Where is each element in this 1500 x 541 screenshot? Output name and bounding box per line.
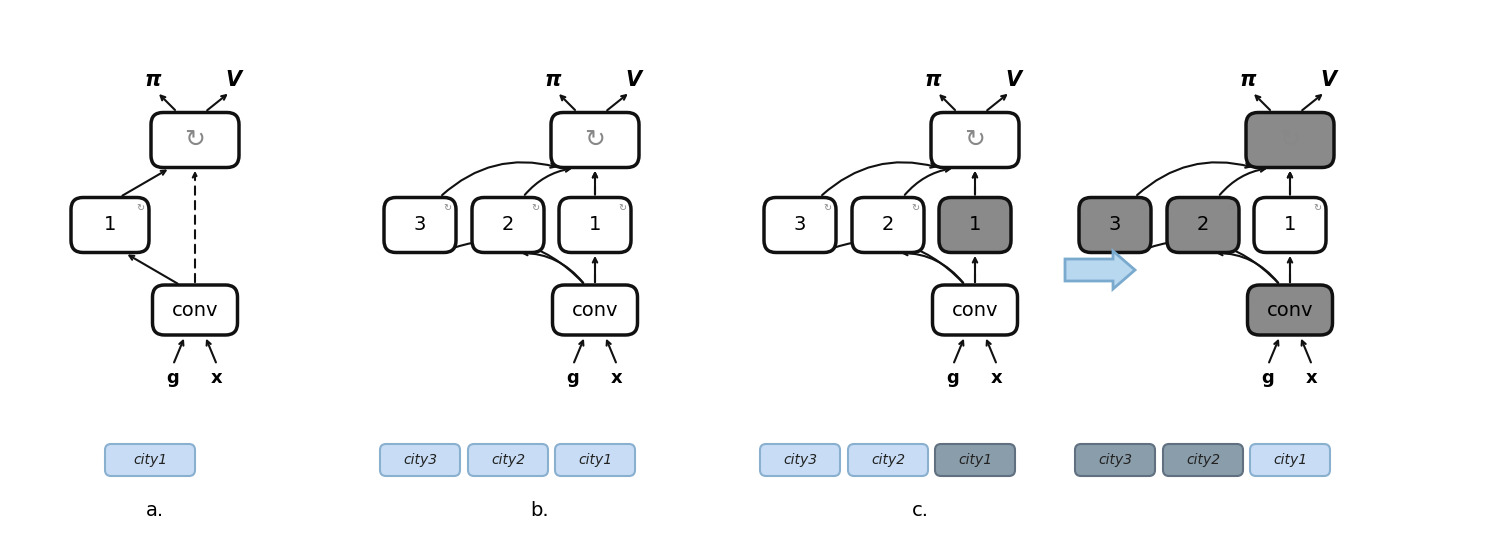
FancyBboxPatch shape — [555, 444, 634, 476]
FancyBboxPatch shape — [105, 444, 195, 476]
FancyBboxPatch shape — [1076, 444, 1155, 476]
Text: $\boldsymbol{V}$: $\boldsymbol{V}$ — [1320, 70, 1340, 90]
Text: g: g — [946, 369, 960, 387]
Text: conv: conv — [572, 300, 618, 320]
Text: ↻: ↻ — [1226, 203, 1234, 214]
Text: 2: 2 — [1197, 215, 1209, 234]
Text: ↻: ↻ — [585, 128, 606, 152]
Text: ↻: ↻ — [964, 128, 986, 152]
Text: city3: city3 — [783, 453, 818, 467]
FancyBboxPatch shape — [1167, 197, 1239, 253]
Text: 1: 1 — [1284, 215, 1296, 234]
Text: city2: city2 — [871, 453, 904, 467]
Text: ↻: ↻ — [531, 203, 538, 214]
FancyBboxPatch shape — [552, 285, 638, 335]
Text: ↻: ↻ — [184, 128, 206, 152]
Text: x: x — [211, 369, 223, 387]
Text: city3: city3 — [1098, 453, 1132, 467]
Text: b.: b. — [531, 500, 549, 519]
FancyBboxPatch shape — [1078, 197, 1150, 253]
Text: 1: 1 — [104, 215, 116, 234]
Text: conv: conv — [171, 300, 219, 320]
Text: c.: c. — [912, 500, 928, 519]
FancyArrow shape — [1065, 251, 1136, 289]
Text: $\boldsymbol{\pi}$: $\boldsymbol{\pi}$ — [1239, 70, 1257, 90]
Text: g: g — [1262, 369, 1275, 387]
Text: g: g — [166, 369, 180, 387]
Text: city1: city1 — [958, 453, 992, 467]
FancyBboxPatch shape — [550, 113, 639, 168]
Text: ↻: ↻ — [998, 203, 1006, 214]
FancyBboxPatch shape — [934, 444, 1016, 476]
FancyBboxPatch shape — [472, 197, 544, 253]
FancyBboxPatch shape — [1250, 444, 1330, 476]
FancyBboxPatch shape — [1254, 197, 1326, 253]
Text: x: x — [610, 369, 622, 387]
FancyBboxPatch shape — [468, 444, 548, 476]
FancyBboxPatch shape — [932, 113, 1019, 168]
FancyBboxPatch shape — [560, 197, 632, 253]
Text: 1: 1 — [590, 215, 602, 234]
Text: city2: city2 — [490, 453, 525, 467]
Text: g: g — [567, 369, 579, 387]
Text: ↻: ↻ — [442, 203, 452, 214]
FancyBboxPatch shape — [380, 444, 460, 476]
Text: x: x — [1306, 369, 1318, 387]
FancyBboxPatch shape — [384, 197, 456, 253]
Text: ↻: ↻ — [910, 203, 920, 214]
FancyBboxPatch shape — [760, 444, 840, 476]
FancyBboxPatch shape — [1162, 444, 1244, 476]
Text: ↻: ↻ — [618, 203, 626, 214]
FancyBboxPatch shape — [1246, 113, 1334, 168]
FancyBboxPatch shape — [153, 285, 237, 335]
Text: city1: city1 — [1274, 453, 1306, 467]
Text: $\boldsymbol{V}$: $\boldsymbol{V}$ — [1005, 70, 1025, 90]
Text: city1: city1 — [578, 453, 612, 467]
Text: city3: city3 — [404, 453, 436, 467]
Text: x: x — [992, 369, 1004, 387]
FancyBboxPatch shape — [1248, 285, 1332, 335]
Text: city1: city1 — [134, 453, 166, 467]
Text: 1: 1 — [969, 215, 981, 234]
Text: 3: 3 — [794, 215, 806, 234]
Text: $\boldsymbol{V}$: $\boldsymbol{V}$ — [626, 70, 645, 90]
Text: city2: city2 — [1186, 453, 1219, 467]
Text: $\boldsymbol{\pi}$: $\boldsymbol{\pi}$ — [544, 70, 562, 90]
Text: ↻: ↻ — [1312, 203, 1322, 214]
Text: $\boldsymbol{\pi}$: $\boldsymbol{\pi}$ — [924, 70, 942, 90]
Text: ↻: ↻ — [1280, 128, 1300, 152]
FancyBboxPatch shape — [152, 113, 238, 168]
Text: conv: conv — [951, 300, 999, 320]
FancyBboxPatch shape — [852, 197, 924, 253]
FancyBboxPatch shape — [70, 197, 148, 253]
Text: conv: conv — [1266, 300, 1314, 320]
Text: ↻: ↻ — [824, 203, 831, 214]
Text: 2: 2 — [882, 215, 894, 234]
FancyBboxPatch shape — [764, 197, 836, 253]
Text: $\boldsymbol{\pi}$: $\boldsymbol{\pi}$ — [144, 70, 162, 90]
Text: $\boldsymbol{V}$: $\boldsymbol{V}$ — [225, 70, 245, 90]
FancyBboxPatch shape — [939, 197, 1011, 253]
FancyBboxPatch shape — [847, 444, 928, 476]
Text: ↻: ↻ — [1138, 203, 1146, 214]
Text: 2: 2 — [503, 215, 515, 234]
Text: 3: 3 — [1108, 215, 1120, 234]
Text: 3: 3 — [414, 215, 426, 234]
Text: ↻: ↻ — [136, 203, 144, 214]
FancyBboxPatch shape — [933, 285, 1017, 335]
Text: a.: a. — [146, 500, 164, 519]
